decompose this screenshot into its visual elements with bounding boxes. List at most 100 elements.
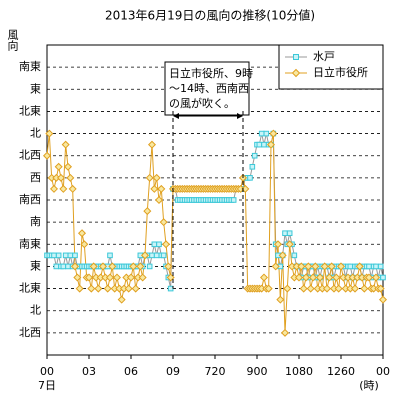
y-tick-label: 北東: [19, 104, 41, 117]
data-point: [157, 184, 166, 193]
data-point: [77, 229, 87, 238]
data-point: [285, 240, 294, 249]
data-point: [66, 173, 75, 182]
x-tick-label: 720: [205, 365, 226, 378]
data-point: [364, 273, 374, 282]
data-point: [350, 284, 360, 293]
data-point: [334, 284, 343, 293]
y-tick-label: 東: [30, 259, 41, 272]
annotation-box: [164, 61, 250, 116]
data-point: [56, 173, 66, 182]
data-point: [145, 173, 154, 182]
data-point: [167, 285, 174, 292]
data-point: [70, 262, 80, 271]
data-point: [49, 184, 59, 193]
data-point: [315, 273, 325, 282]
data-point: [166, 273, 175, 282]
data-point: [286, 230, 293, 237]
data-point: [282, 230, 288, 237]
data-point: [373, 263, 379, 270]
data-point: [280, 328, 290, 337]
data-point: [327, 262, 336, 271]
data-point: [291, 252, 298, 259]
data-point: [261, 141, 267, 148]
data-point: [159, 218, 168, 227]
data-point: [124, 284, 133, 293]
data-point: [259, 273, 269, 282]
data-point: [325, 273, 334, 282]
data-point: [72, 252, 78, 259]
data-point: [283, 284, 292, 293]
data-point: [94, 284, 103, 293]
data-point: [45, 129, 54, 138]
data-point: [247, 175, 253, 181]
data-point: [152, 173, 161, 182]
data-point: [360, 284, 369, 293]
data-point: [299, 284, 308, 293]
y-tick-label: 北西: [19, 149, 41, 162]
x-tick-label: 00: [40, 365, 54, 378]
data-point: [256, 141, 263, 148]
data-point: [371, 273, 381, 282]
data-point: [322, 284, 332, 293]
legend-box: [278, 44, 384, 90]
data-point: [51, 252, 57, 259]
legend-label: 水戸: [313, 50, 335, 63]
data-point: [249, 163, 256, 170]
data-point: [105, 273, 115, 282]
data-point: [73, 273, 82, 282]
annotation-text: の風が吹く。: [169, 96, 235, 110]
y-tick-label: 南西: [19, 193, 41, 206]
data-point: [53, 263, 60, 270]
data-point: [150, 184, 159, 193]
data-point: [297, 262, 306, 271]
y-tick-label: 北東: [19, 282, 41, 295]
y-tick-label: 南東: [19, 60, 41, 73]
data-point: [149, 252, 155, 259]
annotation-text: ～14時、西南西: [169, 82, 249, 95]
data-point: [347, 263, 354, 270]
data-point: [269, 129, 278, 138]
data-point: [107, 252, 113, 259]
x-tick-label: 00: [376, 365, 390, 378]
data-point: [80, 240, 89, 249]
data-point: [146, 263, 153, 270]
data-point: [151, 241, 158, 248]
data-point: [54, 162, 63, 171]
data-point: [378, 295, 388, 304]
series-line: [46, 133, 384, 333]
y-tick-label: 北: [30, 127, 41, 140]
legend-label: 日立市役所: [313, 65, 368, 79]
data-point: [98, 262, 108, 271]
data-point: [87, 284, 96, 293]
data-point: [332, 273, 341, 282]
data-point: [355, 262, 364, 271]
x-tick-label: 06: [124, 365, 138, 378]
data-point: [61, 140, 70, 149]
legend-marker: [291, 68, 301, 78]
data-point: [103, 284, 112, 293]
data-point: [65, 263, 71, 270]
data-point: [311, 262, 320, 271]
data-point: [154, 195, 164, 205]
data-point: [263, 130, 270, 137]
data-point: [153, 252, 160, 259]
data-point: [380, 274, 386, 281]
x-tick-label: 03: [82, 365, 96, 378]
arrow-head: [173, 113, 179, 119]
data-point: [264, 284, 273, 293]
y-tick-label: 東: [30, 82, 41, 95]
data-point: [306, 284, 315, 293]
data-point: [138, 273, 147, 282]
data-point: [126, 273, 136, 282]
data-point: [301, 273, 311, 282]
data-point: [55, 252, 62, 259]
data-point: [62, 252, 69, 259]
data-point: [143, 207, 152, 216]
y-tick-label: 南東: [19, 237, 41, 250]
data-point: [131, 284, 140, 293]
x-date-label: 7日: [38, 379, 56, 392]
data-point: [60, 263, 67, 270]
data-point: [147, 140, 157, 149]
